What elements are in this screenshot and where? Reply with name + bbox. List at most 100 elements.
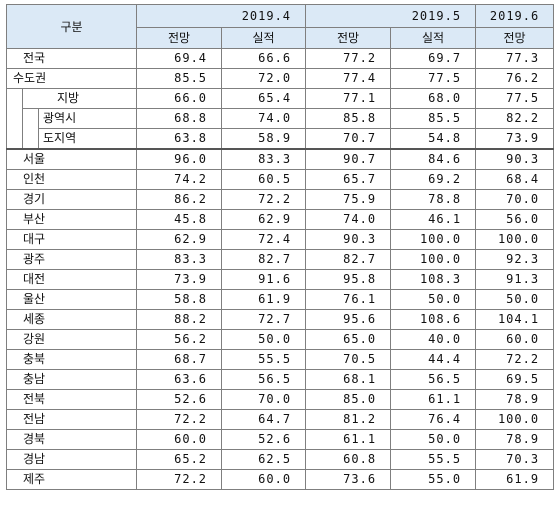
cell-value: 90.3 (475, 148, 555, 170)
cell-value: 50.0 (390, 289, 477, 310)
cell-value: 77.5 (390, 68, 477, 89)
header-category: 구분 (5, 4, 138, 49)
cell-value: 78.9 (475, 389, 555, 410)
cell-value: 58.9 (221, 128, 307, 150)
cell-value: 76.1 (305, 289, 392, 310)
cell-value: 73.9 (475, 128, 555, 150)
cell-value: 108.6 (390, 309, 477, 330)
cell-value: 62.9 (136, 229, 223, 250)
cell-value: 85.0 (305, 389, 392, 410)
cell-value: 40.0 (390, 329, 477, 350)
cell-value: 66.6 (221, 48, 307, 69)
row-label: 전국 (5, 48, 138, 69)
cell-value: 77.3 (475, 48, 555, 69)
cell-value: 75.9 (305, 189, 392, 210)
row-label: 부산 (5, 209, 138, 230)
cell-value: 100.0 (390, 249, 477, 270)
cell-value: 44.4 (390, 349, 477, 370)
cell-value: 77.2 (305, 48, 392, 69)
row-label: 서울 (5, 148, 138, 170)
cell-value: 65.4 (221, 88, 307, 109)
cell-value: 100.0 (475, 229, 555, 250)
cell-value: 70.0 (475, 189, 555, 210)
cell-value: 81.2 (305, 409, 392, 430)
cell-value: 100.0 (390, 229, 477, 250)
row-label: 대구 (5, 229, 138, 250)
row-label: 광주 (5, 249, 138, 270)
table-row: 도지역 63.8 58.9 70.7 54.8 73.9 (7, 128, 555, 150)
cell-value: 83.3 (221, 148, 307, 170)
table-row: 지방 66.0 65.4 77.1 68.0 77.5 (6, 88, 555, 149)
cell-value: 55.0 (390, 469, 477, 490)
table-row: 전국 69.4 66.6 77.2 69.7 77.3 (5, 48, 555, 69)
cell-value: 56.5 (221, 369, 307, 390)
table-row: 제주 72.2 60.0 73.6 55.0 61.9 (5, 469, 555, 490)
cell-value: 74.0 (221, 108, 307, 129)
header-actual: 실적 (221, 27, 307, 49)
table-row: 광역시 68.8 74.0 85.8 85.5 82.2 (7, 108, 555, 149)
cell-value: 69.5 (475, 369, 555, 390)
cell-value: 82.7 (221, 249, 307, 270)
cell-value: 74.2 (136, 169, 223, 190)
row-label: 세종 (5, 309, 138, 330)
cell-value: 50.0 (390, 429, 477, 450)
row-label: 수도권 (5, 68, 138, 89)
cell-value: 72.7 (221, 309, 307, 330)
cell-value: 66.0 (136, 88, 223, 109)
cell-value: 68.8 (136, 108, 223, 129)
cell-value: 96.0 (136, 148, 223, 170)
cell-value: 72.2 (221, 189, 307, 210)
cell-value: 82.2 (475, 108, 555, 129)
row-label: 충남 (5, 369, 138, 390)
cell-value: 52.6 (136, 389, 223, 410)
cell-value: 91.3 (475, 269, 555, 290)
cell-value: 55.5 (221, 349, 307, 370)
cell-value: 83.3 (136, 249, 223, 270)
cell-value: 69.4 (136, 48, 223, 69)
cell-value: 84.6 (390, 148, 477, 170)
cell-value: 68.1 (305, 369, 392, 390)
row-label: 지방 (21, 88, 138, 109)
cell-value: 72.2 (136, 469, 223, 490)
cell-value: 78.8 (390, 189, 477, 210)
cell-value: 58.8 (136, 289, 223, 310)
cell-value: 68.4 (475, 169, 555, 190)
cell-value: 61.1 (390, 389, 477, 410)
indent-spacer (22, 108, 39, 149)
row-label: 제주 (5, 469, 138, 490)
cell-value: 52.6 (221, 429, 307, 450)
table-row: 울산 58.8 61.9 76.1 50.0 50.0 (5, 289, 555, 310)
cell-value: 63.6 (136, 369, 223, 390)
row-label: 울산 (5, 289, 138, 310)
header-forecast: 전망 (475, 27, 555, 49)
cell-value: 72.2 (475, 349, 555, 370)
cell-value: 77.4 (305, 68, 392, 89)
table-row: 대전 73.9 91.6 95.8 108.3 91.3 (5, 269, 555, 290)
cell-value: 100.0 (475, 409, 555, 430)
header-period-3: 2019.6 (475, 4, 555, 28)
cell-value: 61.1 (305, 429, 392, 450)
cell-value: 64.7 (221, 409, 307, 430)
cell-value: 73.9 (136, 269, 223, 290)
row-label: 도지역 (37, 128, 138, 150)
row-label: 경기 (5, 189, 138, 210)
cell-value: 45.8 (136, 209, 223, 230)
table-row: 서울 96.0 83.3 90.7 84.6 90.3 (5, 148, 555, 170)
cell-value: 50.0 (475, 289, 555, 310)
cell-value: 68.0 (390, 88, 477, 109)
header-actual: 실적 (390, 27, 477, 49)
cell-value: 108.3 (390, 269, 477, 290)
table-row: 인천 74.2 60.5 65.7 69.2 68.4 (5, 169, 555, 190)
table-row: 경기 86.2 72.2 75.9 78.8 70.0 (5, 189, 555, 210)
table-row: 경북 60.0 52.6 61.1 50.0 78.9 (5, 429, 555, 450)
cell-value: 85.5 (390, 108, 477, 129)
cell-value: 56.0 (475, 209, 555, 230)
table-row: 대구 62.9 72.4 90.3 100.0 100.0 (5, 229, 555, 250)
table-row: 전북 52.6 70.0 85.0 61.1 78.9 (5, 389, 555, 410)
cell-value: 68.7 (136, 349, 223, 370)
cell-value: 86.2 (136, 189, 223, 210)
cell-value: 69.2 (390, 169, 477, 190)
cell-value: 92.3 (475, 249, 555, 270)
cell-value: 46.1 (390, 209, 477, 230)
cell-value: 63.8 (136, 128, 223, 150)
